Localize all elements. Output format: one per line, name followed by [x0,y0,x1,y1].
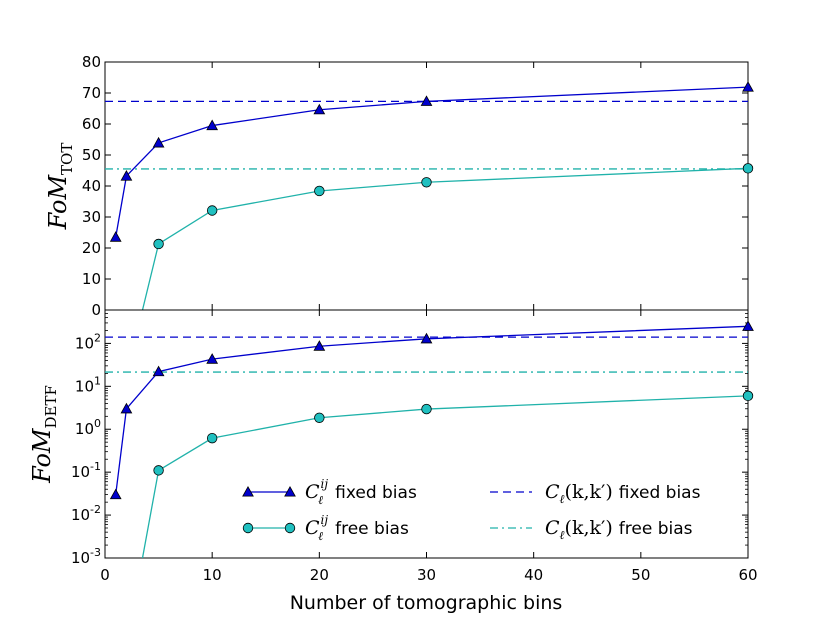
x-tick-label: 0 [100,566,110,584]
point-fixed-bias [152,136,165,148]
point-fixed-bias [109,231,122,242]
point-fixed-bias [120,170,133,181]
point-free-bias [314,185,325,197]
y-tick-label: 10-1 [71,460,101,481]
bottom-y-label-main: FoM [28,427,56,484]
x-axis-label: Number of tomographic bins [290,592,563,614]
bottom-series [105,320,754,559]
y-tick-label: 10 [82,270,101,288]
point-fixed-bias [742,320,754,331]
point-free-bias [742,163,754,174]
panel-fom-tot: 0 10 20 30 40 50 60 70 80 FoMTOT [44,53,754,319]
x-tick-label: 40 [524,566,543,584]
point-free-bias [153,465,164,476]
legend-entry: Cij ℓ fixed bias [242,477,417,507]
y-tick-label: 80 [82,53,101,71]
legend-label: Cij ℓ fixed bias [305,477,417,507]
y-tick-label: 102 [75,331,101,352]
legend-label: Cij ℓ free bias [305,513,409,543]
series-line-fixed-bias [115,325,749,495]
y-tick-label: 10-3 [71,546,101,567]
x-tick-label: 30 [417,566,436,584]
x-tick-label: 10 [203,566,222,584]
x-axis: 0 10 20 30 40 50 60 [100,566,757,584]
legend-entry: Cij ℓ free bias [242,513,409,543]
legend-marker [284,522,296,534]
y-tick-label: 60 [82,115,101,133]
point-fixed-bias [313,340,326,351]
x-tick-label: 50 [631,566,650,584]
bottom-y-label-sub: DETF [42,385,60,428]
point-free-bias [206,432,218,444]
point-fixed-bias [742,81,754,92]
point-free-bias [314,412,325,423]
series-line-free-bias [141,167,749,311]
legend-entry: Cℓ(k,k′) free bias [490,517,693,542]
point-free-bias [206,205,218,216]
point-fixed-bias [206,353,219,364]
y-tick-label: 10-2 [71,503,101,524]
bottom-ticks: 10-3 10-2 10-1 100 101 102 [71,309,749,567]
x-tick-label: 60 [738,566,757,584]
point-fixed-bias [109,488,122,500]
y-tick-label: 50 [82,146,101,164]
top-y-axis-label: FoMTOT [44,143,76,231]
point-fixed-bias [206,119,219,131]
top-ticks: 0 10 20 30 40 50 60 70 80 [82,53,749,319]
panel-fom-detf: 10-3 10-2 10-1 100 101 102 FoMDETF [28,309,754,567]
legend-label: Cℓ(k,k′) fixed bias [545,481,701,506]
top-y-label-sub: TOT [58,143,76,175]
top-series [105,81,754,311]
legend: Cij ℓ fixed bias Cij ℓ free bias Cℓ(k,k′) fixed… [242,477,701,543]
top-y-label-main: FoM [44,174,72,231]
y-tick-label: 30 [82,208,101,226]
y-tick-label: 101 [75,374,101,395]
series-line-free-bias [141,395,749,559]
bottom-y-axis-label: FoMDETF [28,385,60,484]
legend-label: Cℓ(k,k′) free bias [545,517,693,542]
y-tick-label: 100 [75,417,101,438]
legend-marker [242,485,254,497]
point-fixed-bias [420,95,433,106]
point-fixed-bias [313,103,326,115]
point-free-bias [742,390,754,402]
point-free-bias [153,238,164,250]
point-free-bias [421,177,432,188]
y-tick-label: 40 [82,177,101,195]
point-fixed-bias [420,332,433,344]
y-tick-label: 20 [82,239,101,257]
point-free-bias [421,403,432,415]
y-tick-label: 70 [82,84,101,102]
point-fixed-bias [120,402,133,414]
point-fixed-bias [152,365,165,377]
legend-marker [242,522,254,534]
legend-marker [284,485,296,497]
x-tick-label: 20 [310,566,329,584]
y-tick-label: 0 [91,301,101,319]
legend-entry: Cℓ(k,k′) fixed bias [490,481,701,506]
